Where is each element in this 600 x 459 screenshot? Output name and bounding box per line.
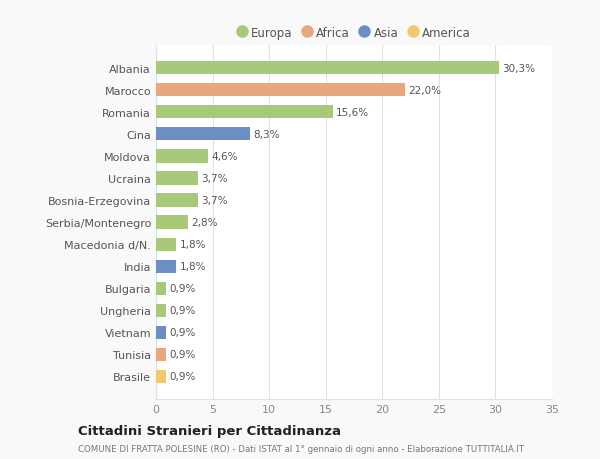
Bar bbox=[156, 260, 176, 273]
Bar bbox=[156, 128, 250, 141]
Bar bbox=[156, 326, 166, 339]
Text: 22,0%: 22,0% bbox=[409, 85, 442, 95]
Text: 1,8%: 1,8% bbox=[180, 240, 206, 250]
Text: 3,7%: 3,7% bbox=[201, 196, 228, 206]
Text: 15,6%: 15,6% bbox=[336, 107, 369, 118]
Text: 3,7%: 3,7% bbox=[201, 174, 228, 184]
Bar bbox=[156, 370, 166, 383]
Bar bbox=[156, 62, 499, 75]
Bar bbox=[156, 304, 166, 317]
Bar bbox=[156, 238, 176, 251]
Bar bbox=[156, 150, 208, 163]
Text: 0,9%: 0,9% bbox=[170, 372, 196, 381]
Bar bbox=[156, 282, 166, 295]
Text: 4,6%: 4,6% bbox=[211, 151, 238, 162]
Text: 0,9%: 0,9% bbox=[170, 306, 196, 316]
Text: 0,9%: 0,9% bbox=[170, 284, 196, 294]
Bar bbox=[156, 106, 332, 119]
Bar bbox=[156, 216, 188, 229]
Text: 8,3%: 8,3% bbox=[253, 129, 280, 140]
Bar bbox=[156, 348, 166, 361]
Legend: Europa, Africa, Asia, America: Europa, Africa, Asia, America bbox=[233, 23, 475, 44]
Bar bbox=[156, 84, 405, 97]
Bar bbox=[156, 172, 198, 185]
Text: 0,9%: 0,9% bbox=[170, 350, 196, 360]
Text: 0,9%: 0,9% bbox=[170, 328, 196, 338]
Text: Cittadini Stranieri per Cittadinanza: Cittadini Stranieri per Cittadinanza bbox=[78, 424, 341, 437]
Text: 2,8%: 2,8% bbox=[191, 218, 218, 228]
Text: COMUNE DI FRATTA POLESINE (RO) - Dati ISTAT al 1° gennaio di ogni anno - Elabora: COMUNE DI FRATTA POLESINE (RO) - Dati IS… bbox=[78, 444, 524, 453]
Text: 1,8%: 1,8% bbox=[180, 262, 206, 272]
Text: 30,3%: 30,3% bbox=[502, 64, 535, 73]
Bar bbox=[156, 194, 198, 207]
